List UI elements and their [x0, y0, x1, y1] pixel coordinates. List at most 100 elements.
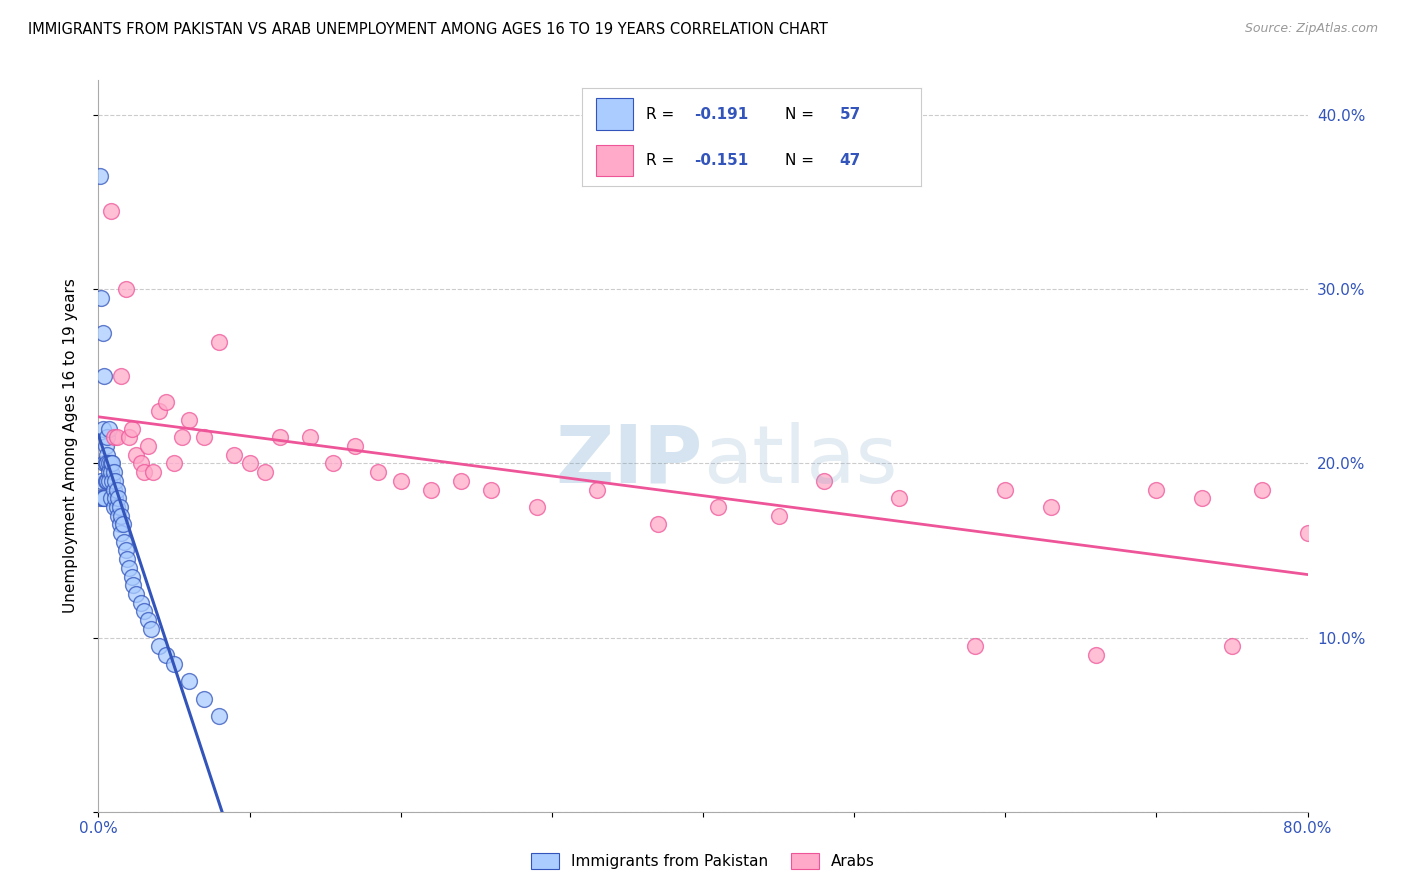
Point [105, 500, 128, 514]
Point [1296, 526, 1319, 541]
Point [193, 430, 215, 444]
Point [114, 543, 136, 558]
Point [155, 395, 177, 409]
Point [239, 457, 262, 471]
Point [107, 508, 129, 523]
Point [100, 465, 122, 479]
Point [108, 517, 131, 532]
Point [208, 709, 231, 723]
Point [100, 203, 122, 218]
Point [96, 457, 118, 471]
Point [98, 457, 121, 471]
Point [115, 552, 138, 566]
Point [112, 534, 135, 549]
Point [269, 430, 291, 444]
Point [105, 430, 128, 444]
Point [132, 604, 155, 618]
Point [94, 457, 117, 471]
Point [104, 474, 127, 488]
Point [103, 500, 125, 514]
Point [179, 674, 201, 689]
Point [103, 483, 125, 497]
Point [121, 421, 143, 435]
Point [108, 500, 131, 514]
Y-axis label: Unemployment Among Ages 16 to 19 years: Unemployment Among Ages 16 to 19 years [63, 278, 77, 614]
Point [1251, 483, 1274, 497]
Point [103, 430, 125, 444]
Point [367, 465, 389, 479]
Point [965, 640, 987, 654]
Point [155, 648, 177, 662]
Point [118, 430, 141, 444]
Point [100, 491, 122, 506]
Point [208, 334, 231, 349]
Point [1191, 491, 1213, 506]
Point [163, 457, 186, 471]
Point [93, 457, 115, 471]
Point [94, 439, 117, 453]
Point [129, 457, 152, 471]
Point [101, 474, 124, 488]
Point [148, 640, 170, 654]
Point [253, 465, 276, 479]
Point [148, 404, 170, 418]
Point [768, 508, 790, 523]
Point [170, 430, 193, 444]
Point [96, 448, 118, 462]
Point [100, 457, 122, 471]
Point [142, 465, 165, 479]
Point [90, 291, 112, 305]
Point [91, 421, 114, 435]
Point [98, 474, 121, 488]
Point [110, 369, 132, 384]
Point [163, 657, 186, 671]
Point [1220, 640, 1243, 654]
Point [110, 526, 132, 541]
Point [111, 517, 134, 532]
Point [93, 491, 115, 506]
Point [299, 430, 322, 444]
Point [114, 282, 136, 296]
Point [105, 483, 128, 497]
Point [129, 596, 152, 610]
Point [96, 430, 118, 444]
Point [98, 465, 121, 479]
Point [118, 561, 141, 575]
Point [107, 491, 129, 506]
Point [193, 691, 215, 706]
Text: atlas: atlas [703, 422, 897, 500]
Point [125, 448, 148, 462]
Point [101, 457, 124, 471]
Legend: Immigrants from Pakistan, Arabs: Immigrants from Pakistan, Arabs [526, 847, 880, 875]
Point [344, 439, 367, 453]
Point [96, 474, 118, 488]
Point [889, 491, 911, 506]
Point [450, 474, 472, 488]
Point [103, 465, 125, 479]
Point [647, 517, 669, 532]
Point [89, 491, 111, 506]
Point [89, 169, 111, 183]
Point [813, 474, 835, 488]
Point [994, 483, 1017, 497]
Point [122, 578, 145, 592]
Point [110, 508, 132, 523]
Point [481, 483, 503, 497]
Point [322, 457, 344, 471]
Point [136, 613, 159, 627]
Point [179, 413, 201, 427]
Point [90, 474, 112, 488]
Point [125, 587, 148, 601]
Point [420, 483, 443, 497]
Point [526, 500, 548, 514]
Point [1144, 483, 1167, 497]
Point [104, 491, 127, 506]
Point [91, 491, 114, 506]
Point [1039, 500, 1062, 514]
Text: Source: ZipAtlas.com: Source: ZipAtlas.com [1244, 22, 1378, 36]
Point [141, 622, 163, 636]
Point [586, 483, 609, 497]
Point [93, 369, 115, 384]
Point [224, 448, 246, 462]
Point [132, 465, 155, 479]
